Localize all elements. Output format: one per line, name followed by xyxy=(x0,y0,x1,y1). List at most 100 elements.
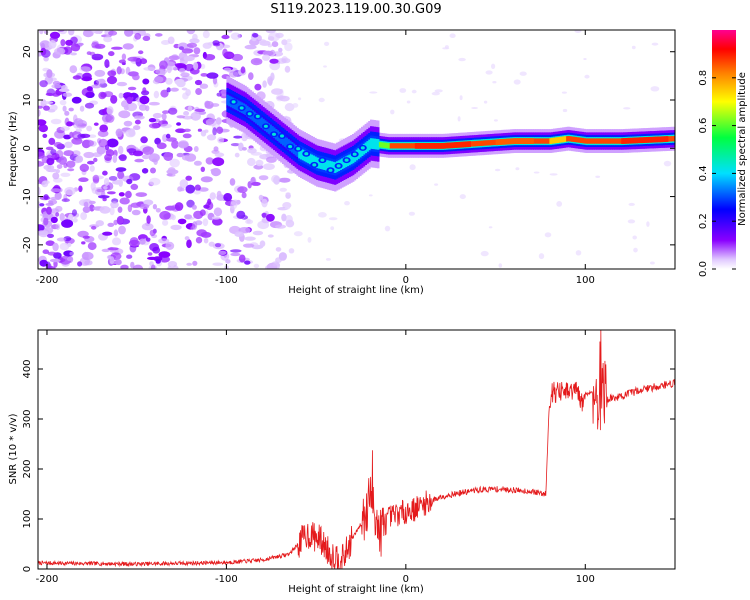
noise-blob xyxy=(165,241,175,250)
ridge-blob xyxy=(247,112,252,116)
noise-blob xyxy=(78,42,84,46)
noise-blob xyxy=(45,92,53,96)
ridge-band xyxy=(368,139,371,151)
noise-blob xyxy=(179,179,188,189)
noise-blob xyxy=(285,219,295,228)
noise-blob xyxy=(154,76,164,83)
noise-blob xyxy=(93,157,98,163)
noise-blob xyxy=(323,65,327,68)
noise-blob xyxy=(178,68,186,74)
noise-blob xyxy=(55,212,60,217)
ridge-band xyxy=(540,138,543,144)
noise-blob xyxy=(112,154,118,163)
noise-blob xyxy=(198,187,209,192)
ridge-band xyxy=(380,142,384,148)
noise-blob xyxy=(271,88,283,95)
x-tick-label: 0 xyxy=(403,275,409,286)
snr-y-axis: 0 100 200 300 400 xyxy=(22,359,675,572)
noise-blob xyxy=(409,164,416,171)
noise-blob xyxy=(69,251,74,256)
noise-blob xyxy=(91,42,100,48)
noise-blob xyxy=(651,42,659,46)
noise-blob xyxy=(77,261,83,267)
snr-series-line xyxy=(38,330,675,569)
noise-blob xyxy=(171,139,179,149)
noise-blob xyxy=(170,224,182,231)
ridge-band xyxy=(486,140,489,146)
noise-blob xyxy=(431,91,440,96)
noise-blob xyxy=(38,230,49,236)
noise-blob xyxy=(480,250,489,257)
noise-blob xyxy=(202,218,209,227)
ridge-core xyxy=(520,138,524,144)
noise-blob xyxy=(63,150,74,157)
noise-blob xyxy=(38,109,41,117)
noise-blob xyxy=(152,246,161,254)
ridge-blob xyxy=(344,158,349,162)
spectrogram-y-axis: -20 -10 0 10 20 xyxy=(22,45,675,253)
noise-blob xyxy=(195,88,203,95)
noise-blob xyxy=(126,96,133,105)
noise-blob xyxy=(132,150,144,157)
noise-blob xyxy=(142,146,154,155)
noise-blob xyxy=(488,226,493,229)
ridge-core xyxy=(499,139,502,145)
noise-blob xyxy=(118,178,123,187)
noise-blob xyxy=(58,156,67,165)
noise-blob xyxy=(218,250,227,255)
noise-blob xyxy=(258,175,269,181)
noise-blob xyxy=(124,30,134,37)
noise-blob xyxy=(307,237,312,243)
ridge-band xyxy=(590,138,594,144)
colorbar-tick-label: 0.2 xyxy=(698,213,709,229)
ridge-band xyxy=(536,138,540,144)
noise-blob xyxy=(155,258,161,264)
noise-blob xyxy=(125,102,138,112)
noise-blob xyxy=(185,175,192,181)
noise-blob xyxy=(583,58,587,60)
ridge-core xyxy=(461,141,464,148)
ridge-core xyxy=(459,141,463,148)
noise-blob xyxy=(134,119,141,125)
x-tick-label: -200 xyxy=(36,574,59,585)
ridge-band xyxy=(481,140,484,146)
noise-blob xyxy=(459,95,463,101)
noise-blob xyxy=(38,151,45,159)
ridge-core xyxy=(664,136,667,142)
noise-blob xyxy=(538,253,545,260)
noise-blob xyxy=(116,81,128,87)
figure-title: S119.2023.119.00.30.G09 xyxy=(270,2,441,17)
noise-blob xyxy=(176,115,186,119)
noise-blob xyxy=(584,74,590,79)
noise-blob xyxy=(133,264,143,269)
ridge-band xyxy=(599,138,602,144)
noise-blob xyxy=(183,55,195,62)
ridge-band xyxy=(479,140,482,146)
noise-blob xyxy=(48,199,58,205)
noise-blob xyxy=(46,168,58,173)
noise-blob xyxy=(143,199,154,206)
y-tick-label: 300 xyxy=(22,409,33,428)
noise-blob xyxy=(83,151,95,159)
noise-blob xyxy=(91,53,104,61)
noise-blob xyxy=(48,77,57,81)
noise-blob xyxy=(83,201,89,208)
noise-blob xyxy=(39,30,44,35)
ridge-core xyxy=(432,143,436,149)
noise-blob xyxy=(150,167,156,174)
noise-blob xyxy=(434,89,443,93)
noise-blob xyxy=(193,62,199,71)
noise-blob xyxy=(158,251,171,258)
noise-blob xyxy=(107,191,116,195)
noise-blob xyxy=(244,236,256,241)
noise-blob xyxy=(186,239,192,249)
ridge-core xyxy=(666,136,669,142)
noise-blob xyxy=(113,229,119,237)
noise-blob xyxy=(142,35,151,42)
noise-blob xyxy=(107,70,117,77)
noise-blob xyxy=(111,46,123,50)
noise-blob xyxy=(212,127,217,136)
noise-blob xyxy=(408,211,415,216)
noise-blob xyxy=(203,54,216,61)
ridge-band xyxy=(610,138,613,144)
